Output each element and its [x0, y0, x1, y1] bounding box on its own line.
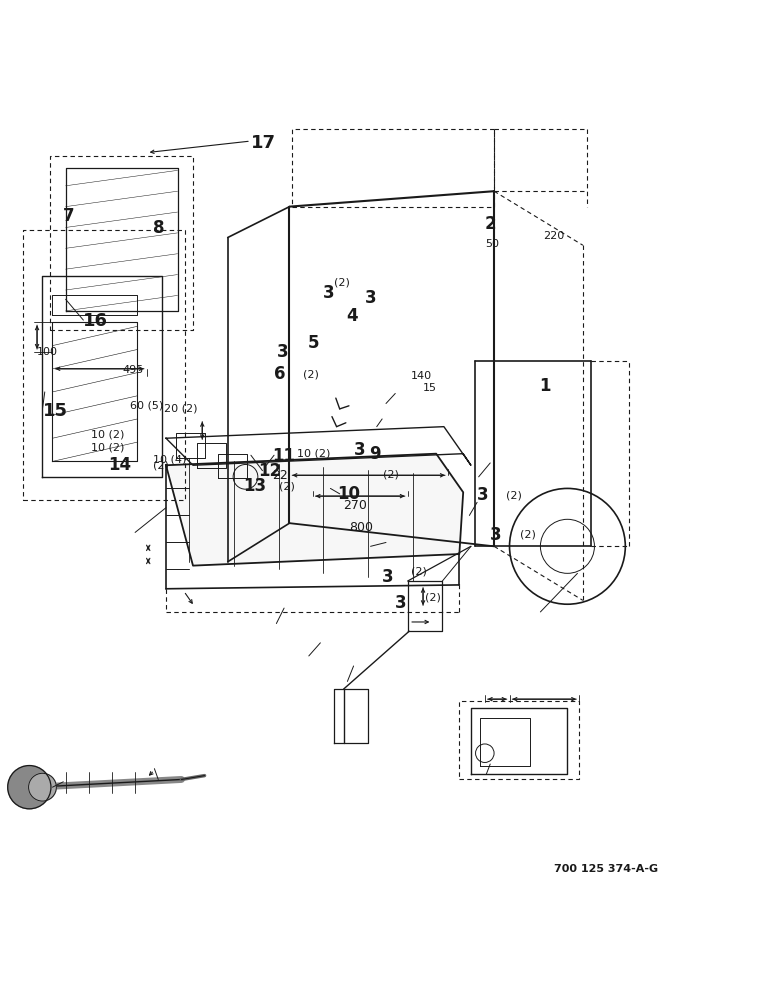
Text: 11: 11 — [272, 447, 295, 465]
Circle shape — [29, 773, 56, 801]
Text: 60 (5): 60 (5) — [130, 401, 163, 411]
Text: 10 (2): 10 (2) — [297, 449, 330, 459]
Text: 700 125 374-A-G: 700 125 374-A-G — [554, 864, 659, 874]
Text: 495: 495 — [122, 365, 144, 375]
Text: 15: 15 — [423, 383, 437, 393]
Text: 22: 22 — [272, 469, 287, 482]
Text: (2): (2) — [425, 592, 441, 602]
Text: (2): (2) — [303, 369, 320, 379]
Text: 2: 2 — [485, 215, 496, 233]
Text: 12: 12 — [259, 462, 282, 480]
Text: 17: 17 — [251, 134, 276, 152]
Circle shape — [8, 766, 51, 809]
Text: 3: 3 — [276, 343, 288, 361]
Text: 10: 10 — [337, 485, 361, 503]
Text: (2): (2) — [279, 481, 296, 491]
Text: 3: 3 — [365, 289, 377, 307]
Text: 140: 140 — [411, 371, 432, 381]
Text: 10 (2): 10 (2) — [91, 443, 124, 453]
Text: 14: 14 — [108, 456, 131, 474]
Text: (2): (2) — [334, 277, 350, 287]
Text: 3: 3 — [490, 526, 502, 544]
Text: 3: 3 — [354, 441, 365, 459]
Text: 3: 3 — [395, 594, 407, 612]
Polygon shape — [166, 454, 463, 566]
Text: 4: 4 — [346, 307, 357, 325]
Text: 7: 7 — [63, 207, 75, 225]
Text: 15: 15 — [42, 402, 67, 420]
Text: 3: 3 — [323, 284, 334, 302]
Text: 1: 1 — [539, 377, 550, 395]
Text: 3: 3 — [477, 486, 489, 504]
Text: 6: 6 — [274, 365, 286, 383]
Text: 220: 220 — [543, 231, 564, 241]
Text: 100: 100 — [37, 347, 58, 357]
Text: (2): (2) — [383, 470, 399, 480]
Text: (2): (2) — [520, 530, 536, 540]
Text: 800: 800 — [349, 521, 373, 534]
Text: 10 (4): 10 (4) — [153, 454, 186, 464]
Text: 50: 50 — [485, 239, 499, 249]
Text: 8: 8 — [153, 219, 164, 237]
Text: 270: 270 — [344, 499, 367, 512]
Text: (2): (2) — [411, 566, 428, 576]
Text: 3: 3 — [382, 568, 394, 586]
Text: (2): (2) — [153, 460, 169, 470]
Text: 13: 13 — [243, 477, 266, 495]
Text: (2): (2) — [506, 490, 523, 500]
Text: 10 (2): 10 (2) — [91, 429, 124, 439]
Text: 9: 9 — [369, 445, 381, 463]
Text: 20 (2): 20 (2) — [164, 404, 197, 414]
Text: 16: 16 — [83, 312, 108, 330]
Text: 5: 5 — [307, 334, 319, 352]
